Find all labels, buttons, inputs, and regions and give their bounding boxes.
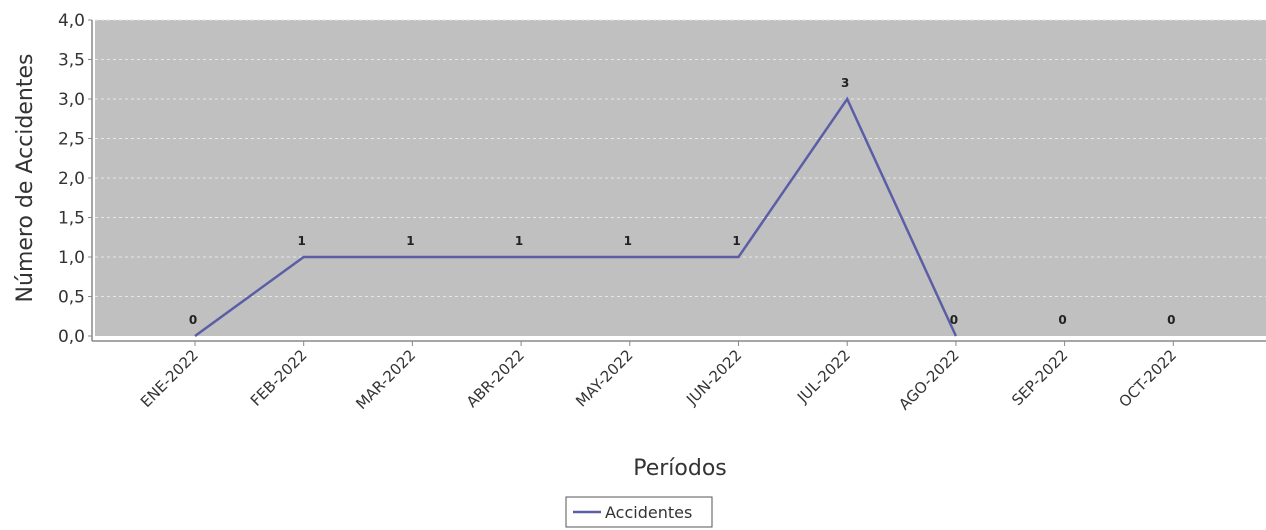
series-lines [194,96,958,338]
x-tick-label: SEP-2022 [1008,346,1071,409]
data-label: 1 [298,234,306,248]
y-tick-label: 3,5 [58,51,85,71]
x-tick-label: ENE-2022 [137,346,202,411]
data-label: 3 [841,76,849,90]
plot-area [95,20,1266,336]
y-tick-label: 1,5 [58,209,85,229]
series-line-accidentes [194,96,958,338]
x-tick-label: OCT-2022 [1115,346,1180,411]
x-tick-label: FEB-2022 [247,346,311,410]
y-tick-labels: 0,0 0,5 1,0 1,5 2,0 2,5 3,0 3,5 4,0 [58,11,92,347]
data-label: 0 [950,313,958,327]
y-tick-label: 3,0 [58,90,85,110]
x-tick-label: MAR-2022 [352,346,419,413]
data-label: 1 [732,234,740,248]
data-label: 0 [1058,313,1066,327]
y-tick-label: 0,5 [58,288,85,308]
y-axis-title: Número de Accidentes [13,54,38,303]
y-tick-label: 1,0 [58,248,85,268]
legend-label: Accidentes [605,503,692,522]
data-label: 0 [189,313,197,327]
y-tick-label: 4,0 [58,11,85,31]
x-tick-label: MAY-2022 [572,346,636,410]
data-labels: 0 1 1 1 1 1 3 0 0 0 [189,76,1176,327]
y-tick-label: 0,0 [58,327,85,347]
x-tick-label: AGO-2022 [895,346,962,413]
data-label: 0 [1167,313,1175,327]
axes [91,20,1266,342]
y-tick-label: 2,0 [58,169,85,189]
x-tick-label: JUN-2022 [682,346,745,409]
y-tick-label: 2,5 [58,130,85,150]
legend: Accidentes [565,496,713,528]
x-axis-title: Períodos [633,456,727,481]
x-tick-labels: ENE-2022 FEB-2022 MAR-2022 ABR-2022 MAY-2022… [137,341,1180,414]
data-label: 1 [515,234,523,248]
x-tick-label: JUL-2022 [793,346,854,407]
data-label: 1 [406,234,414,248]
x-tick-label: ABR-2022 [463,346,528,411]
data-label: 1 [624,234,632,248]
